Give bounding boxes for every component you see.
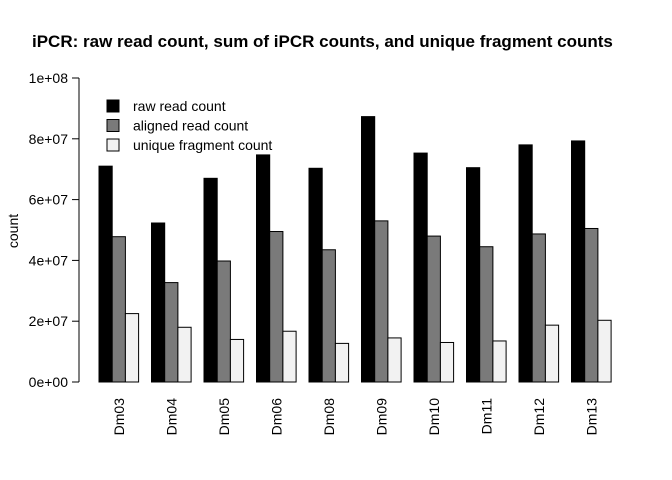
bar-dm13-series-1 [571, 140, 586, 383]
bar-dm04-series-2 [164, 282, 179, 383]
x-tick-label: Dm08 [321, 398, 337, 436]
x-tick-label: Dm04 [163, 398, 179, 436]
bar-dm05-series-1 [203, 177, 218, 383]
legend-swatch [106, 119, 120, 132]
bar-dm03-series-3 [124, 313, 140, 383]
x-tick-label: Dm11 [478, 398, 494, 435]
x-tick-label: Dm13 [583, 398, 599, 436]
bar-dm08-series-1 [308, 167, 323, 383]
bar-dm03-series-1 [98, 165, 113, 383]
x-tick-label: Dm10 [426, 398, 442, 436]
legend-swatch [106, 138, 120, 152]
y-axis: 0e+00 2e+07 4e+07 6e+07 8e+07 1e+08 [29, 70, 80, 390]
y-tick-label: 0e+00 [29, 374, 69, 390]
bar-dm11-series-3 [492, 340, 507, 383]
bar-dm12-series-3 [544, 324, 560, 383]
bar-dm13-series-2 [584, 227, 599, 383]
y-tick-label: 2e+07 [29, 313, 69, 329]
bar-dm03-series-2 [111, 236, 126, 383]
y-tick-label: 8e+07 [29, 131, 69, 147]
bar-dm12-series-1 [518, 144, 533, 383]
bar-dm13-series-3 [597, 319, 612, 383]
bar-dm09-series-1 [361, 116, 376, 383]
legend-label: aligned read count [133, 118, 248, 134]
y-tick-label: 1e+08 [29, 70, 69, 86]
legend-label: raw read count [133, 98, 226, 114]
bar-dm11-series-2 [479, 246, 494, 383]
bar-dm09-series-2 [374, 220, 389, 383]
bar-dm11-series-1 [466, 167, 481, 383]
legend: raw read count aligned read count unique f… [106, 98, 272, 153]
chart-title: iPCR: raw read count, sum of iPCR counts… [32, 32, 613, 51]
bar-dm10-series-2 [426, 235, 441, 383]
bar-dm05-series-2 [216, 260, 231, 383]
y-tick-label: 6e+07 [29, 192, 69, 208]
bar-dm12-series-2 [531, 233, 546, 383]
bar-dm09-series-3 [387, 337, 402, 383]
bar-dm06-series-1 [256, 154, 271, 383]
legend-swatch [106, 99, 120, 113]
x-tick-label: Dm06 [268, 398, 284, 436]
bar-dm10-series-3 [439, 341, 455, 383]
bar-dm04-series-3 [177, 326, 192, 383]
y-tick-label: 4e+07 [29, 252, 69, 268]
y-axis-label: count [5, 214, 21, 248]
bar-dm10-series-1 [413, 152, 428, 383]
bar-dm05-series-3 [229, 338, 245, 383]
x-tick-label: Dm09 [373, 398, 389, 436]
x-tick-label: Dm12 [531, 398, 547, 436]
bars [98, 116, 612, 383]
bar-dm08-series-2 [321, 249, 336, 383]
bar-dm04-series-1 [151, 222, 166, 383]
bar-dm06-series-2 [269, 231, 284, 383]
bar-dm08-series-3 [334, 342, 350, 383]
bar-dm06-series-3 [282, 330, 297, 383]
legend-label: unique fragment count [133, 137, 272, 153]
x-tick-label: Dm05 [216, 398, 232, 436]
x-axis-labels: Dm03 Dm04 Dm05 Dm06 Dm08 Dm09 Dm10 Dm11 Dm12 Dm13 [111, 398, 599, 436]
x-tick-label: Dm03 [111, 398, 127, 436]
